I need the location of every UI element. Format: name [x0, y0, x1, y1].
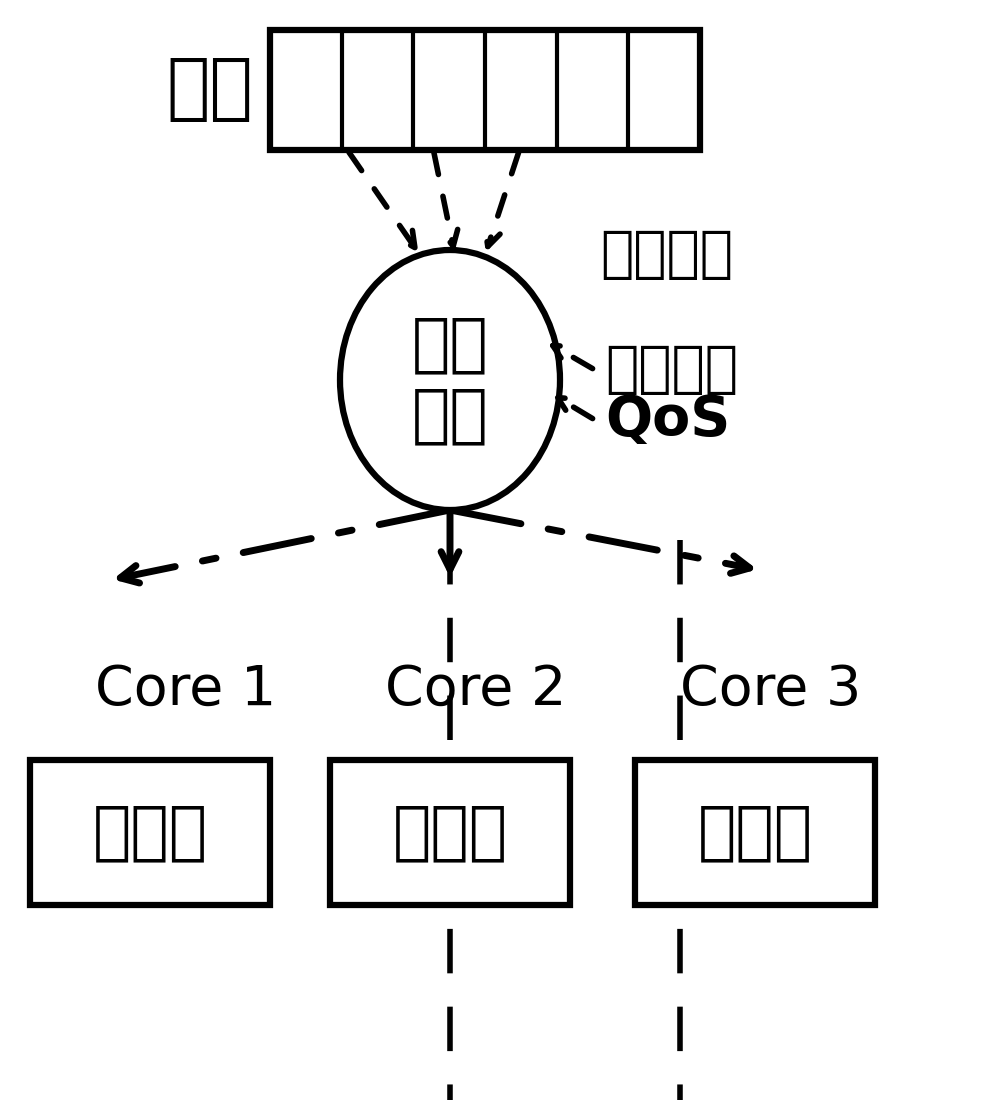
Text: 调度
模块: 调度 模块	[411, 313, 488, 446]
Bar	[330, 760, 570, 905]
Text: 关键字段: 关键字段	[600, 228, 733, 282]
Text: 流缓存: 流缓存	[392, 801, 508, 864]
Text: Core 2: Core 2	[385, 662, 567, 717]
Text: 核心负载: 核心负载	[605, 344, 738, 397]
Bar	[635, 760, 875, 905]
Text: 流缓存: 流缓存	[93, 801, 208, 864]
Ellipse shape	[340, 250, 560, 510]
Bar	[30, 760, 270, 905]
Bar	[270, 30, 700, 150]
Text: Core 1: Core 1	[95, 662, 276, 717]
Text: QoS: QoS	[605, 393, 731, 446]
Text: 报文: 报文	[167, 56, 253, 124]
Text: 流缓存: 流缓存	[698, 801, 812, 864]
Text: Core 3: Core 3	[680, 662, 861, 717]
